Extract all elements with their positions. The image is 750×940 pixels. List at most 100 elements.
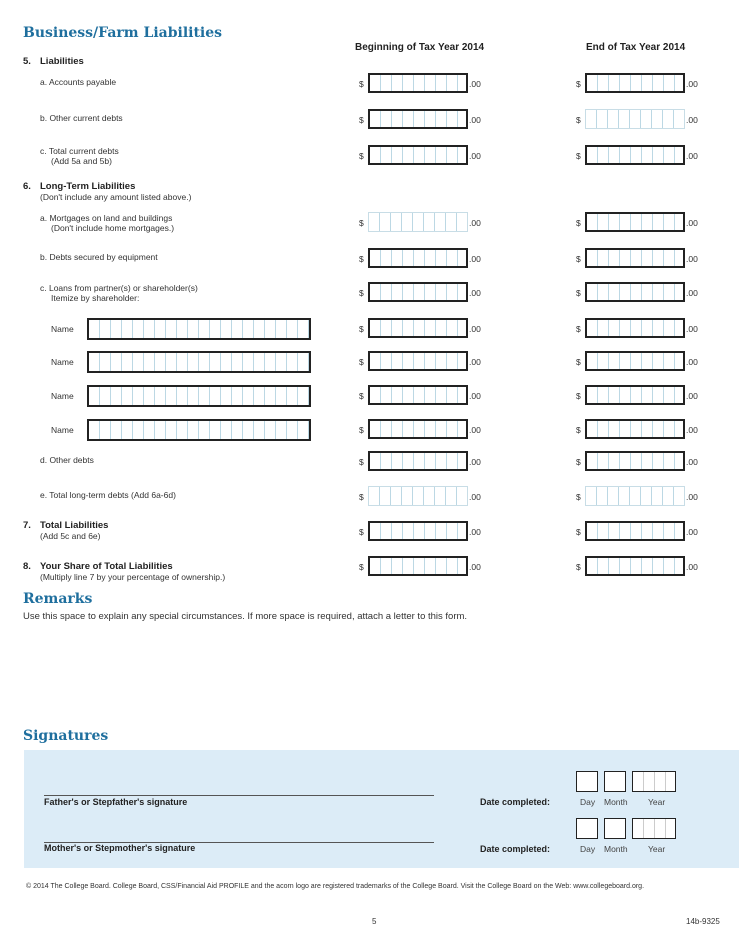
dollar-sign: $: [359, 357, 364, 367]
dollar-sign: $: [576, 492, 581, 502]
cents-label: .00: [686, 527, 698, 537]
cents-label: .00: [686, 457, 698, 467]
signatures-title: Signatures: [23, 728, 109, 744]
line-item-label: b. Debts secured by equipment: [40, 252, 158, 262]
page-number: 5: [372, 917, 377, 926]
line-item-label: a. Mortgages on land and buildings: [40, 213, 173, 223]
copyright: © 2014 The College Board. College Board,…: [26, 883, 645, 890]
column-header-begin: Beginning of Tax Year 2014: [355, 42, 485, 53]
cents-label: .00: [469, 457, 481, 467]
end-amount-input[interactable]: [585, 248, 685, 268]
cents-label: .00: [469, 357, 481, 367]
remarks-title: Remarks: [23, 591, 93, 607]
column-header-end: End of Tax Year 2014: [586, 42, 686, 53]
section-number: 5.: [23, 56, 31, 67]
end-amount-input[interactable]: [585, 73, 685, 93]
begin-amount-input[interactable]: [368, 486, 468, 506]
dollar-sign: $: [359, 79, 364, 89]
dollar-sign: $: [359, 254, 364, 264]
begin-amount-input[interactable]: [368, 318, 468, 338]
day-label: Day: [580, 797, 596, 807]
cents-label: .00: [469, 425, 481, 435]
dollar-sign: $: [576, 324, 581, 334]
dollar-sign: $: [359, 562, 364, 572]
dollar-sign: $: [576, 151, 581, 161]
end-amount-input[interactable]: [585, 145, 685, 165]
cents-label: .00: [469, 218, 481, 228]
begin-amount-input[interactable]: [368, 556, 468, 576]
cents-label: .00: [686, 562, 698, 572]
year-input[interactable]: [632, 771, 676, 792]
cents-label: .00: [686, 115, 698, 125]
begin-amount-input[interactable]: [368, 282, 468, 302]
begin-amount-input[interactable]: [368, 521, 468, 541]
cents-label: .00: [469, 79, 481, 89]
day-input[interactable]: [576, 818, 598, 839]
begin-amount-input[interactable]: [368, 73, 468, 93]
dollar-sign: $: [576, 562, 581, 572]
begin-amount-input[interactable]: [368, 145, 468, 165]
begin-amount-input[interactable]: [368, 248, 468, 268]
end-amount-input[interactable]: [585, 419, 685, 439]
month-input[interactable]: [604, 818, 626, 839]
begin-amount-input[interactable]: [368, 419, 468, 439]
cents-label: .00: [469, 254, 481, 264]
year-input[interactable]: [632, 818, 676, 839]
shareholder-name-input[interactable]: [87, 385, 311, 407]
end-amount-input[interactable]: [585, 351, 685, 371]
begin-amount-input[interactable]: [368, 109, 468, 129]
month-input[interactable]: [604, 771, 626, 792]
date-completed-label: Date completed:: [480, 844, 551, 854]
end-amount-input[interactable]: [585, 486, 685, 506]
cents-label: .00: [686, 254, 698, 264]
dollar-sign: $: [359, 218, 364, 228]
end-amount-input[interactable]: [585, 318, 685, 338]
line-item-label: c. Total current debts: [40, 146, 119, 156]
name-label: Name: [51, 357, 74, 367]
section-note: (Don't include any amount listed above.): [40, 192, 192, 202]
mother-signature-line[interactable]: [44, 842, 434, 843]
day-input[interactable]: [576, 771, 598, 792]
end-amount-input[interactable]: [585, 385, 685, 405]
begin-amount-input[interactable]: [368, 351, 468, 371]
cents-label: .00: [686, 357, 698, 367]
begin-amount-input[interactable]: [368, 451, 468, 471]
dollar-sign: $: [576, 218, 581, 228]
cents-label: .00: [469, 492, 481, 502]
cents-label: .00: [686, 324, 698, 334]
section-number: 6.: [23, 181, 31, 192]
father-signature-line[interactable]: [44, 795, 434, 796]
shareholder-name-input[interactable]: [87, 318, 311, 340]
year-label: Year: [648, 844, 666, 854]
cents-label: .00: [469, 151, 481, 161]
begin-amount-input[interactable]: [368, 212, 468, 232]
section-label: Total Liabilities: [40, 520, 109, 531]
cents-label: .00: [686, 492, 698, 502]
shareholder-name-input[interactable]: [87, 419, 311, 441]
cents-label: .00: [686, 218, 698, 228]
date-completed-label: Date completed:: [480, 797, 551, 807]
cents-label: .00: [686, 391, 698, 401]
remarks-area[interactable]: [23, 626, 738, 721]
end-amount-input[interactable]: [585, 451, 685, 471]
dollar-sign: $: [576, 115, 581, 125]
end-amount-input[interactable]: [585, 109, 685, 129]
section-note: (Multiply line 7 by your percentage of o…: [40, 572, 226, 582]
line-item-note: (Add 5a and 5b): [51, 156, 112, 166]
dollar-sign: $: [359, 492, 364, 502]
line-item-label: c. Loans from partner(s) or shareholder(…: [40, 283, 198, 293]
dollar-sign: $: [359, 391, 364, 401]
end-amount-input[interactable]: [585, 556, 685, 576]
father-signature-label: Father's or Stepfather's signature: [44, 797, 188, 807]
end-amount-input[interactable]: [585, 212, 685, 232]
name-label: Name: [51, 391, 74, 401]
line-item-note: Itemize by shareholder:: [51, 293, 140, 303]
end-amount-input[interactable]: [585, 282, 685, 302]
shareholder-name-input[interactable]: [87, 351, 311, 373]
mother-signature-label: Mother's or Stepmother's signature: [44, 843, 196, 853]
section-number: 7.: [23, 520, 31, 531]
end-amount-input[interactable]: [585, 521, 685, 541]
begin-amount-input[interactable]: [368, 385, 468, 405]
section-heading: 6. Long-Term Liabilities: [23, 181, 135, 192]
